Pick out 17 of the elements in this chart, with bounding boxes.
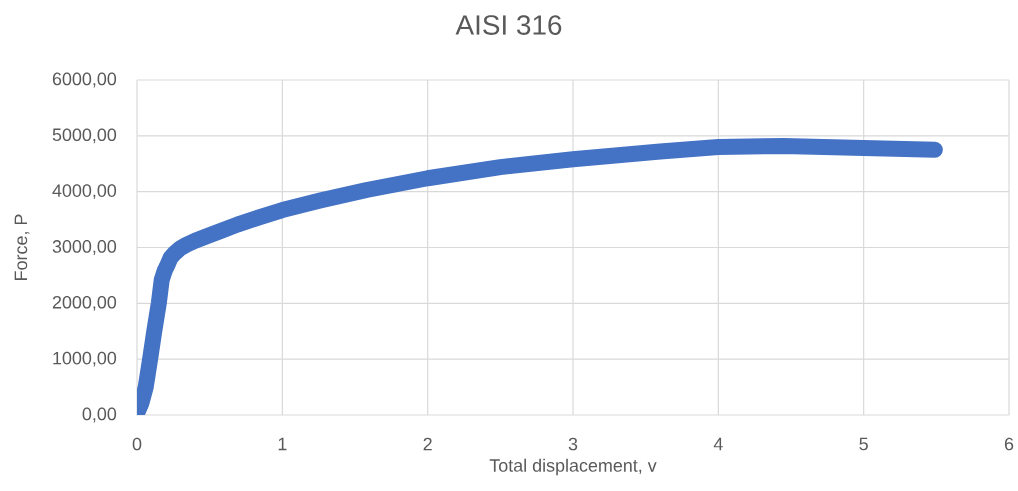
x-tick-label: 4 bbox=[713, 437, 723, 451]
y-tick-label: 0,00 bbox=[82, 407, 117, 423]
y-tick-label: 3000,00 bbox=[52, 240, 117, 255]
x-tick-label: 2 bbox=[423, 437, 432, 451]
y-tick-label: 4000,00 bbox=[52, 184, 117, 200]
y-tick-label: 5000,00 bbox=[52, 128, 117, 144]
x-tick-label: 0 bbox=[132, 437, 142, 451]
x-tick-label: 5 bbox=[859, 437, 868, 451]
x-tick-label: 3 bbox=[568, 437, 578, 451]
y-axis-title: Force, P bbox=[14, 214, 30, 280]
x-tick-label: 1 bbox=[278, 437, 287, 451]
chart-title: AISI 316 bbox=[455, 15, 562, 35]
y-tick-label: 6000,00 bbox=[52, 72, 117, 88]
y-tick-label: 2000,00 bbox=[52, 295, 117, 311]
y-tick-label: 1000,00 bbox=[53, 351, 117, 367]
x-tick-label: 6 bbox=[1004, 437, 1014, 451]
x-axis-title: Total displacement, v bbox=[489, 458, 657, 476]
